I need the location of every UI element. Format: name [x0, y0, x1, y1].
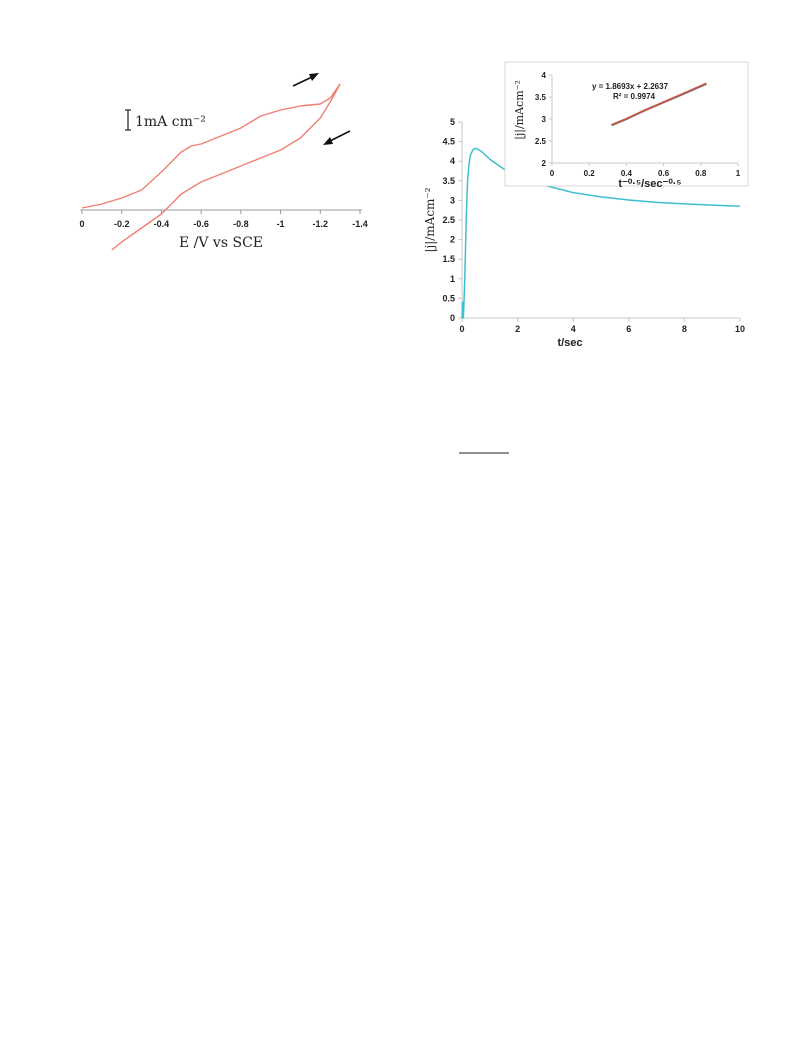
- ca-y-tick-label: 1: [450, 274, 455, 284]
- ca-lines: [461, 147, 741, 319]
- ca-y-tick-label: 5: [450, 117, 455, 127]
- cv-x-tick-label: -0.4: [154, 219, 170, 229]
- inset-x-tick-label: 0.6: [658, 169, 670, 178]
- inset-x-tick-label: 1: [736, 169, 741, 178]
- ca-x-tick-label: 6: [626, 324, 631, 334]
- inset-chart: 0 0.2 0.4 0.6 0.8 1 2 2.5 3 3.5 4 y = 1.8693x + 2.…: [504, 61, 749, 190]
- inset-equation: y = 1.8693x + 2.2637: [592, 82, 669, 91]
- ca-y-axis-title: |j|/mAcm⁻²: [423, 187, 437, 252]
- inset-y-axis-title: |j|/mAcm⁻²: [513, 80, 527, 140]
- inset-y-tick-label: 3: [542, 115, 547, 124]
- inset-y-tick-label: 2.5: [535, 137, 547, 146]
- cv-x-tick-label: -0.8: [233, 219, 249, 229]
- ca-x-tick-label: 2: [515, 324, 520, 334]
- ca-x-tick-label: 0: [459, 324, 464, 334]
- inset-y-tick-label: 3.5: [535, 93, 547, 102]
- inset-x-tick-label: 0.2: [584, 169, 596, 178]
- cv-x-ticks: 0 -0.2 -0.4 -0.6 -0.8 -1 -1.2 -1.4: [79, 210, 368, 229]
- cv-x-tick-label: -1.4: [352, 219, 368, 229]
- ca-y-tick-label: 3: [450, 195, 455, 205]
- cv-x-tick-label: -0.2: [114, 219, 130, 229]
- inset-y-tick-label: 4: [542, 71, 547, 80]
- ca-y-tick-label: 3.5: [442, 176, 455, 186]
- ca-y-tick-label: 0.5: [442, 293, 455, 303]
- cv-forward-line: [81, 83, 341, 209]
- inset-r-squared: R² = 0.9974: [613, 92, 656, 101]
- inset-lines: [611, 82, 707, 127]
- inset-x-tick-label: 0.4: [621, 169, 633, 178]
- inset-x-tick-label: 0: [550, 169, 555, 178]
- forward-arrow-icon: [292, 73, 319, 87]
- cv-scale-bar-label: 1mA cm⁻²: [135, 114, 206, 130]
- cv-x-tick-label: -1.2: [313, 219, 329, 229]
- ca-x-axis-title: t/sec: [557, 337, 582, 349]
- ca-y-tick-label: 0: [450, 313, 455, 323]
- ca-y-tick-label: 4: [450, 156, 455, 166]
- cv-chart: 1mA cm⁻² 0 -0.2 -0.4 -0.6 -0.8 -1 -1.2 -1.4 E /…: [79, 73, 368, 251]
- inset-x-axis-title: t⁻⁰·⁵/sec⁻⁰·⁵: [618, 178, 681, 190]
- cv-x-tick-label: -1: [277, 219, 285, 229]
- ca-x-tick-label: 10: [735, 324, 745, 334]
- cv-x-tick-label: 0: [79, 219, 84, 229]
- ca-x-tick-label: 4: [571, 324, 576, 334]
- reverse-arrow-icon: [323, 130, 351, 145]
- cv-reverse-line: [111, 83, 341, 251]
- cv-x-axis-title: E /V vs SCE: [179, 235, 263, 251]
- ca-x-tick-label: 8: [682, 324, 687, 334]
- cv-x-tick-label: -0.6: [193, 219, 209, 229]
- ca-y-tick-label: 2: [450, 235, 455, 245]
- cv-scale-bar: 1mA cm⁻²: [125, 109, 206, 131]
- ca-y-tick-label: 1.5: [442, 254, 455, 264]
- ca-current-line: [461, 147, 741, 319]
- inset-x-tick-label: 0.8: [695, 169, 707, 178]
- inset-fit-line: [611, 82, 707, 126]
- cv-lines: [81, 83, 341, 251]
- ca-y-tick-label: 2.5: [442, 215, 455, 225]
- ca-y-tick-label: 4.5: [442, 137, 455, 147]
- inset-ticks: 0 0.2 0.4 0.6 0.8 1 2 2.5 3 3.5 4: [535, 71, 741, 178]
- inset-y-tick-label: 2: [542, 159, 547, 168]
